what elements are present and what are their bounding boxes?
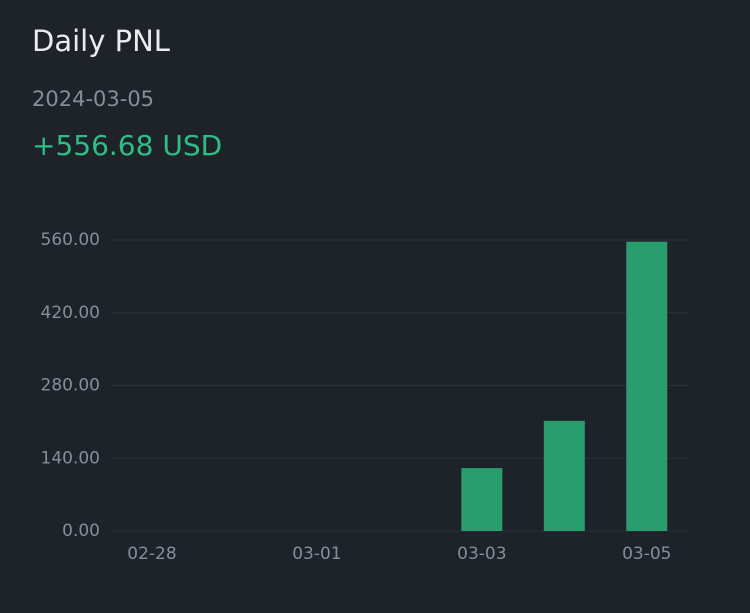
- y-tick-label: 140.00: [41, 448, 100, 468]
- bar: [626, 241, 668, 531]
- bar: [461, 468, 503, 531]
- y-tick-label: 420.00: [41, 303, 100, 323]
- x-tick-label: 02-28: [127, 544, 176, 564]
- chart-title: Daily PNL: [32, 24, 170, 58]
- y-tick-label: 0.00: [62, 521, 100, 541]
- y-tick-label: 560.00: [41, 230, 100, 250]
- x-tick-label: 03-05: [622, 544, 671, 564]
- date: 2024-03-05: [32, 87, 154, 111]
- pnl-value: +556.68 USD: [32, 129, 222, 162]
- bar: [543, 420, 585, 531]
- x-tick-label: 03-03: [457, 544, 506, 564]
- y-tick-label: 280.00: [41, 376, 100, 396]
- x-tick-label: 03-01: [292, 544, 341, 564]
